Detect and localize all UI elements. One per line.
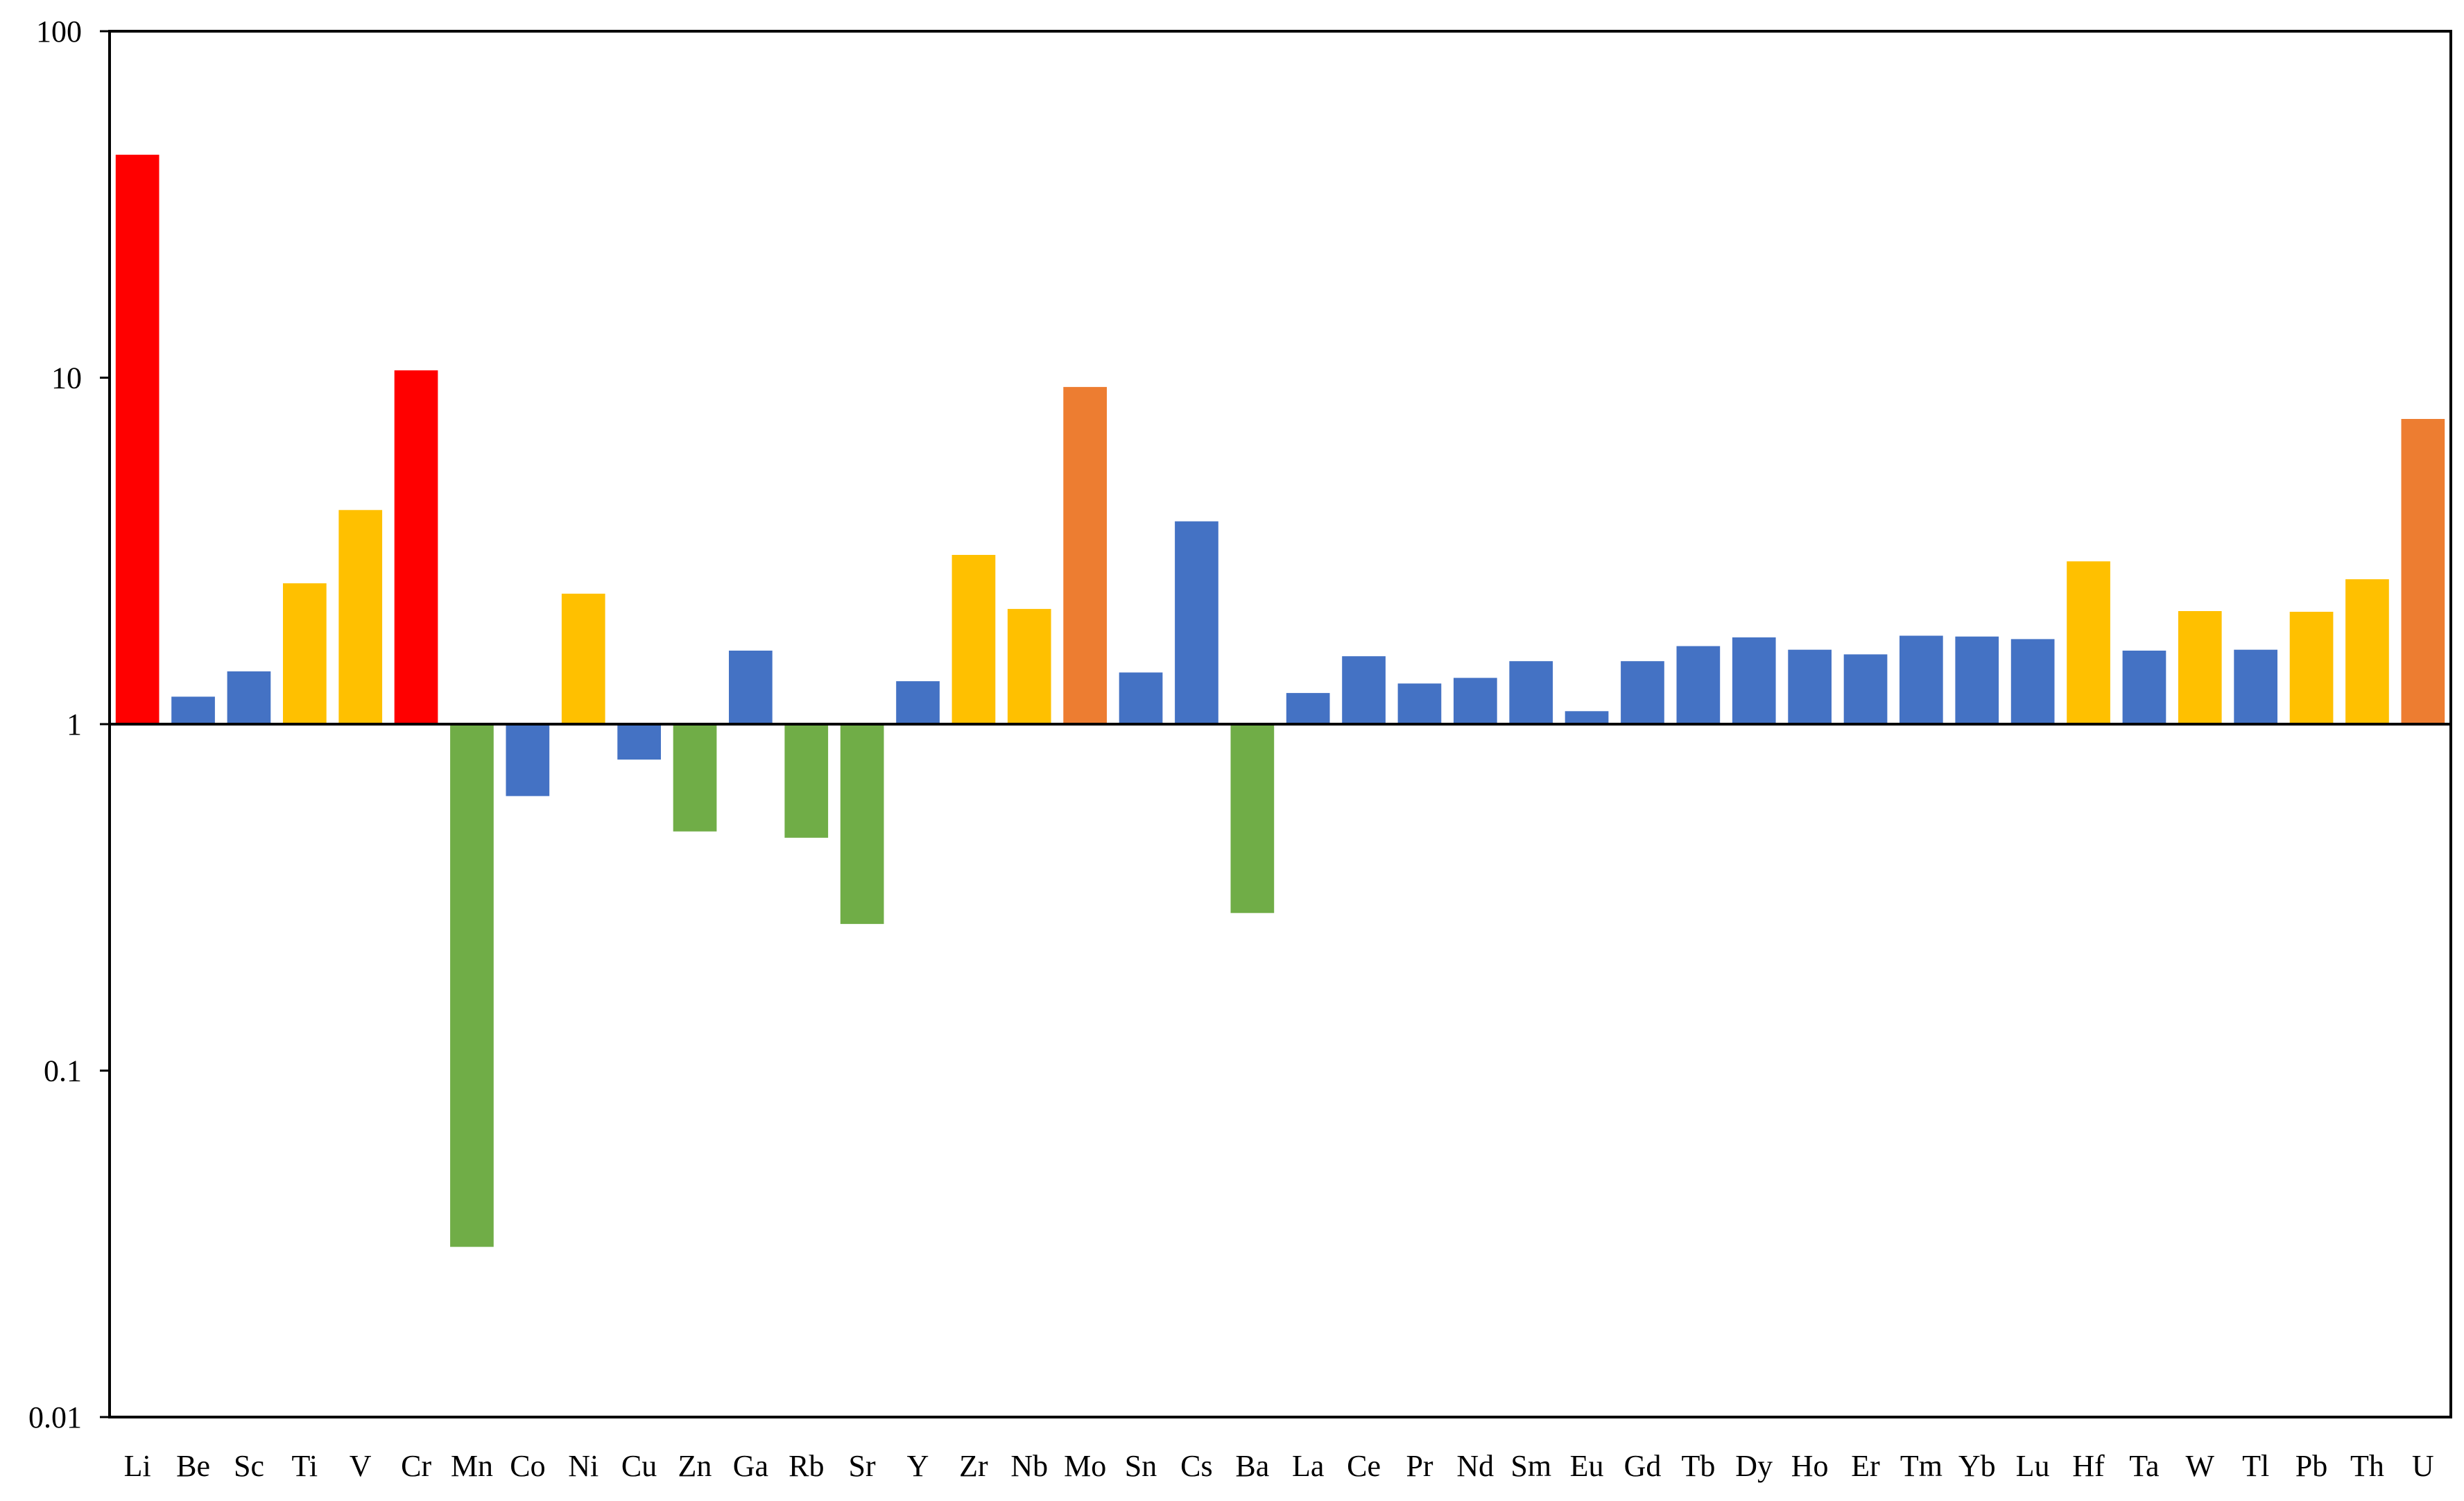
bar-cs (1175, 521, 1218, 724)
x-tick-label-nb: Nb (1010, 1449, 1048, 1483)
bar-ta (2122, 651, 2166, 724)
bar-mn (450, 724, 494, 1247)
bar-cu (617, 724, 661, 760)
x-tick-label-zr: Zr (959, 1449, 988, 1483)
x-tick-label-th: Th (2350, 1449, 2384, 1483)
bar-sn (1119, 672, 1163, 724)
bar-pb (2289, 612, 2334, 724)
x-tick-label-mn: Mn (451, 1449, 493, 1483)
x-tick-label-mo: Mo (1064, 1449, 1106, 1483)
x-tick-label-yb: Yb (1958, 1449, 1996, 1483)
x-tick-label-cu: Cu (621, 1449, 657, 1483)
bar-li (115, 155, 160, 725)
bar-gd (1621, 661, 1664, 724)
bar-hf (2067, 561, 2110, 724)
bar-sc (227, 671, 271, 724)
bar-be (171, 696, 215, 724)
x-tick-label-y: Y (907, 1449, 929, 1483)
x-tick-label-tl: Tl (2242, 1449, 2269, 1483)
bar-rb (784, 724, 829, 838)
bar-w (2178, 611, 2222, 724)
x-tick-label-gd: Gd (1624, 1449, 1662, 1483)
y-tick-label: 100 (36, 15, 82, 49)
x-tick-label-ta: Ta (2129, 1449, 2159, 1483)
x-tick-label-ba: Ba (1235, 1449, 1269, 1483)
x-tick-label-tb: Tb (1681, 1449, 1715, 1483)
bar-v (338, 510, 383, 724)
bar-er (1843, 654, 1888, 724)
bar-ga (729, 651, 773, 724)
bar-pr (1397, 683, 1442, 724)
bar-zn (673, 724, 717, 832)
bar-co (506, 724, 550, 796)
x-tick-label-lu: Lu (2016, 1449, 2050, 1483)
bar-th (2345, 579, 2389, 724)
x-tick-label-v: V (350, 1449, 372, 1483)
bar-ni (561, 593, 605, 724)
x-tick-label-ni: Ni (568, 1449, 598, 1483)
x-tick-label-w: W (2186, 1449, 2215, 1483)
bar-ce (1342, 656, 1386, 724)
x-tick-label-be: Be (176, 1449, 210, 1483)
bar-tl (2234, 649, 2277, 724)
y-axis-ticks: 0.01 0.1 1 10 100 (28, 15, 110, 1434)
x-tick-label-ti: Ti (292, 1449, 318, 1483)
x-tick-label-ce: Ce (1347, 1449, 1381, 1483)
x-tick-label-ho: Ho (1791, 1449, 1829, 1483)
x-tick-label-pr: Pr (1406, 1449, 1433, 1483)
bar-sm (1509, 661, 1553, 724)
bar-ti (283, 583, 327, 724)
x-tick-label-hf: Hf (2072, 1449, 2105, 1483)
x-tick-label-eu: Eu (1570, 1449, 1604, 1483)
bar-eu (1565, 711, 1609, 724)
bar-u (2401, 419, 2445, 724)
x-tick-label-sn: Sn (1125, 1449, 1157, 1483)
bar-tm (1899, 635, 1943, 724)
bar-la (1286, 693, 1330, 724)
bar-mo (1063, 386, 1107, 724)
y-tick-label: 10 (51, 361, 82, 395)
bar-yb (1955, 636, 1999, 724)
y-tick-label: 0.01 (28, 1400, 82, 1434)
x-tick-label-la: La (1292, 1449, 1324, 1483)
bar-nd (1454, 678, 1497, 724)
bar-zr (951, 555, 996, 724)
x-tick-label-pb: Pb (2295, 1449, 2327, 1483)
x-tick-label-ga: Ga (733, 1449, 768, 1483)
x-tick-label-tm: Tm (1900, 1449, 1942, 1483)
bar-y (896, 681, 940, 724)
x-tick-label-sr: Sr (849, 1449, 876, 1483)
x-tick-label-u: U (2412, 1449, 2434, 1483)
x-tick-label-cr: Cr (401, 1449, 431, 1483)
x-tick-label-li: Li (124, 1449, 151, 1483)
bar-sr (840, 724, 884, 925)
bar-group (115, 155, 2445, 1247)
x-tick-label-rb: Rb (789, 1449, 824, 1483)
x-axis-labels: Li Be Sc Ti V Cr Mn Co Ni Cu Zn Ga Rb Sr Y Zr Nb Mo Sn Cs Ba… (124, 1449, 2434, 1483)
bar-ho (1788, 649, 1832, 724)
bar-dy (1732, 637, 1776, 724)
x-tick-label-sm: Sm (1510, 1449, 1551, 1483)
x-tick-label-dy: Dy (1735, 1449, 1773, 1483)
bar-tb (1676, 646, 1721, 724)
x-tick-label-er: Er (1851, 1449, 1880, 1483)
y-tick-label: 0.1 (44, 1054, 82, 1088)
x-tick-label-zn: Zn (678, 1449, 712, 1483)
x-tick-label-co: Co (510, 1449, 545, 1483)
x-tick-label-cs: Cs (1180, 1449, 1212, 1483)
y-tick-label: 1 (67, 707, 82, 741)
x-tick-label-nd: Nd (1456, 1449, 1494, 1483)
bar-lu (2010, 639, 2055, 724)
bar-ba (1230, 724, 1275, 914)
x-tick-label-sc: Sc (234, 1449, 264, 1483)
bar-nb (1007, 608, 1051, 724)
bar-cr (394, 370, 438, 724)
